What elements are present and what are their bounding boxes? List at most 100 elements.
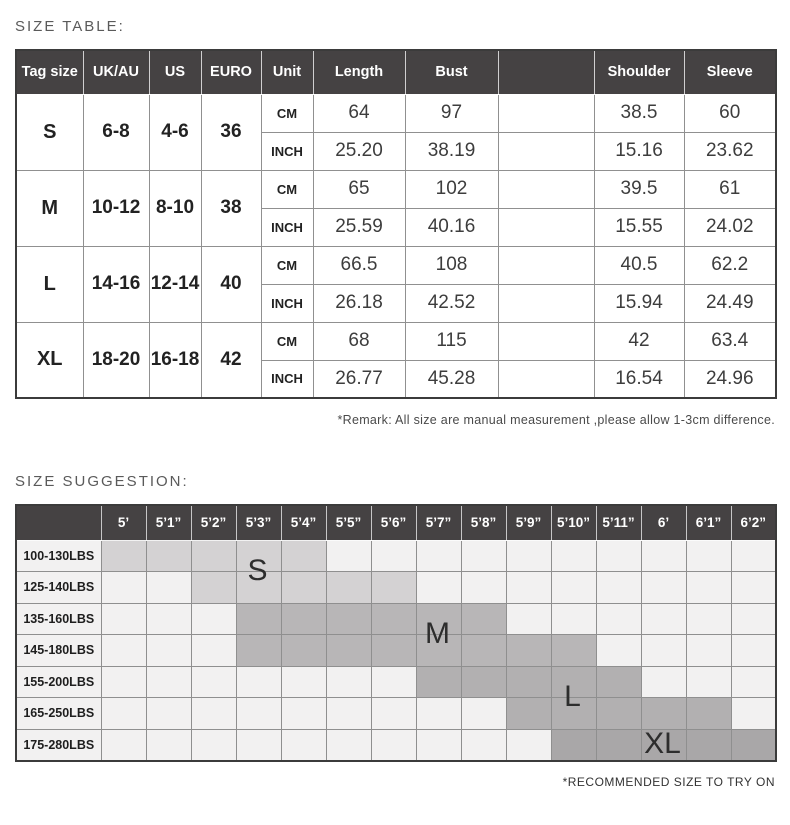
col-header-tag-size: Tag size — [15, 49, 84, 95]
grid-cell — [190, 539, 237, 572]
grid-cell — [370, 571, 417, 604]
grid-cell — [190, 728, 237, 761]
grid-cell — [145, 571, 192, 604]
height-header-cell: 6’1” — [685, 504, 732, 541]
col-header-shoulder: Shoulder — [593, 49, 685, 95]
grid-cell — [730, 539, 777, 572]
weight-row: 125-140LBS — [15, 571, 777, 604]
grid-cell — [505, 539, 552, 572]
weight-label-cell: 100-130LBS — [15, 539, 102, 572]
grid-cell — [145, 634, 192, 667]
empty-cell — [497, 245, 595, 285]
grid-cell — [235, 634, 282, 667]
bust-cell: 108 — [404, 245, 499, 285]
height-header-cell: 5’1” — [145, 504, 192, 541]
table-row: INCH 25.59 40.16 15.55 24.02 — [16, 207, 777, 247]
grid-cell — [415, 697, 462, 730]
weight-label-cell: 125-140LBS — [15, 571, 102, 604]
height-header-cell: 5’ — [100, 504, 147, 541]
empty-cell — [497, 93, 595, 133]
grid-cell — [145, 728, 192, 761]
weight-row: 135-160LBS — [15, 602, 777, 635]
size-suggestion-title: SIZE SUGGESTION: — [15, 473, 189, 490]
us-cell: 8-10 — [148, 169, 202, 247]
grid-cell — [100, 665, 147, 698]
sleeve-cell: 61 — [683, 169, 777, 209]
col-header-uk-au: UK/AU — [82, 49, 150, 95]
height-header-cell: 5’10” — [550, 504, 597, 541]
unit-cell: INCH — [260, 359, 314, 399]
weight-label-cell: 175-280LBS — [15, 728, 102, 761]
table-row: L 14-16 12-14 40 CM 66.5 108 40.5 62.2 — [15, 245, 777, 323]
grid-cell — [685, 602, 732, 635]
tag-size-cell: XL — [15, 321, 84, 399]
grid-cell — [190, 697, 237, 730]
unit-cell: INCH — [260, 131, 314, 171]
grid-cell — [280, 571, 327, 604]
page: SIZE TABLE: Tag size UK/AU US EURO Unit … — [15, 18, 777, 789]
grid-cell — [145, 539, 192, 572]
grid-cell — [370, 697, 417, 730]
sleeve-cell: 62.2 — [683, 245, 777, 285]
grid-cell — [280, 697, 327, 730]
measurement-remark: *Remark: All size are manual measurement… — [337, 413, 775, 427]
sleeve-cell: 24.02 — [683, 207, 777, 247]
length-cell: 64 — [312, 93, 406, 133]
grid-cell — [595, 571, 642, 604]
grid-cell — [235, 728, 282, 761]
grid-cell — [370, 728, 417, 761]
table-row: S 6-8 4-6 36 CM 64 97 38.5 60 — [15, 93, 777, 171]
grid-cell — [640, 665, 687, 698]
grid-cell — [730, 665, 777, 698]
grid-cell — [190, 665, 237, 698]
bust-cell: 45.28 — [404, 359, 499, 399]
grid-cell — [595, 665, 642, 698]
grid-cell — [595, 602, 642, 635]
col-header-unit: Unit — [260, 49, 314, 95]
grid-cell — [460, 728, 507, 761]
grid-cell — [235, 539, 282, 572]
unit-cell: INCH — [260, 207, 314, 247]
weight-label-cell: 135-160LBS — [15, 602, 102, 635]
euro-cell: 40 — [200, 245, 262, 323]
length-cell: 65 — [312, 169, 406, 209]
grid-cell — [460, 571, 507, 604]
euro-cell: 42 — [200, 321, 262, 399]
grid-cell — [280, 634, 327, 667]
height-header-cell: 6’2” — [730, 504, 777, 541]
weight-row: 145-180LBS — [15, 634, 777, 667]
uk-au-cell: 18-20 — [82, 321, 150, 399]
weight-row: 100-130LBS — [15, 539, 777, 572]
grid-cell — [415, 539, 462, 572]
unit-cell: CM — [260, 321, 314, 361]
grid-cell — [505, 728, 552, 761]
grid-cell — [685, 728, 732, 761]
weight-label-cell: 145-180LBS — [15, 634, 102, 667]
grid-cell — [640, 539, 687, 572]
size-suggestion-wrap: 5’ 5’1” 5’2” 5’3” 5’4” 5’5” 5’6” 5’7” 5’8” 5’9” 5’… — [15, 504, 777, 762]
grid-cell — [100, 634, 147, 667]
grid-cell — [100, 602, 147, 635]
grid-cell — [595, 728, 642, 761]
grid-cell — [550, 697, 597, 730]
grid-cell — [550, 539, 597, 572]
grid-cell — [280, 665, 327, 698]
grid-cell — [640, 634, 687, 667]
col-header-length: Length — [312, 49, 406, 95]
grid-cell — [595, 697, 642, 730]
grid-cell — [280, 728, 327, 761]
shoulder-cell: 40.5 — [593, 245, 685, 285]
col-header-us: US — [148, 49, 202, 95]
table-row: XL 18-20 16-18 42 CM 68 115 42 63.4 — [15, 321, 777, 399]
height-header-row: 5’ 5’1” 5’2” 5’3” 5’4” 5’5” 5’6” 5’7” 5’8” 5’9” 5’… — [15, 504, 777, 541]
weight-row: 165-250LBS — [15, 697, 777, 730]
weight-row: 155-200LBS — [15, 665, 777, 698]
length-cell: 26.18 — [312, 283, 406, 323]
shoulder-cell: 42 — [593, 321, 685, 361]
bust-cell: 102 — [404, 169, 499, 209]
grid-cell — [460, 602, 507, 635]
grid-cell — [730, 571, 777, 604]
grid-cell — [505, 602, 552, 635]
grid-cell — [325, 602, 372, 635]
grid-cell — [460, 697, 507, 730]
